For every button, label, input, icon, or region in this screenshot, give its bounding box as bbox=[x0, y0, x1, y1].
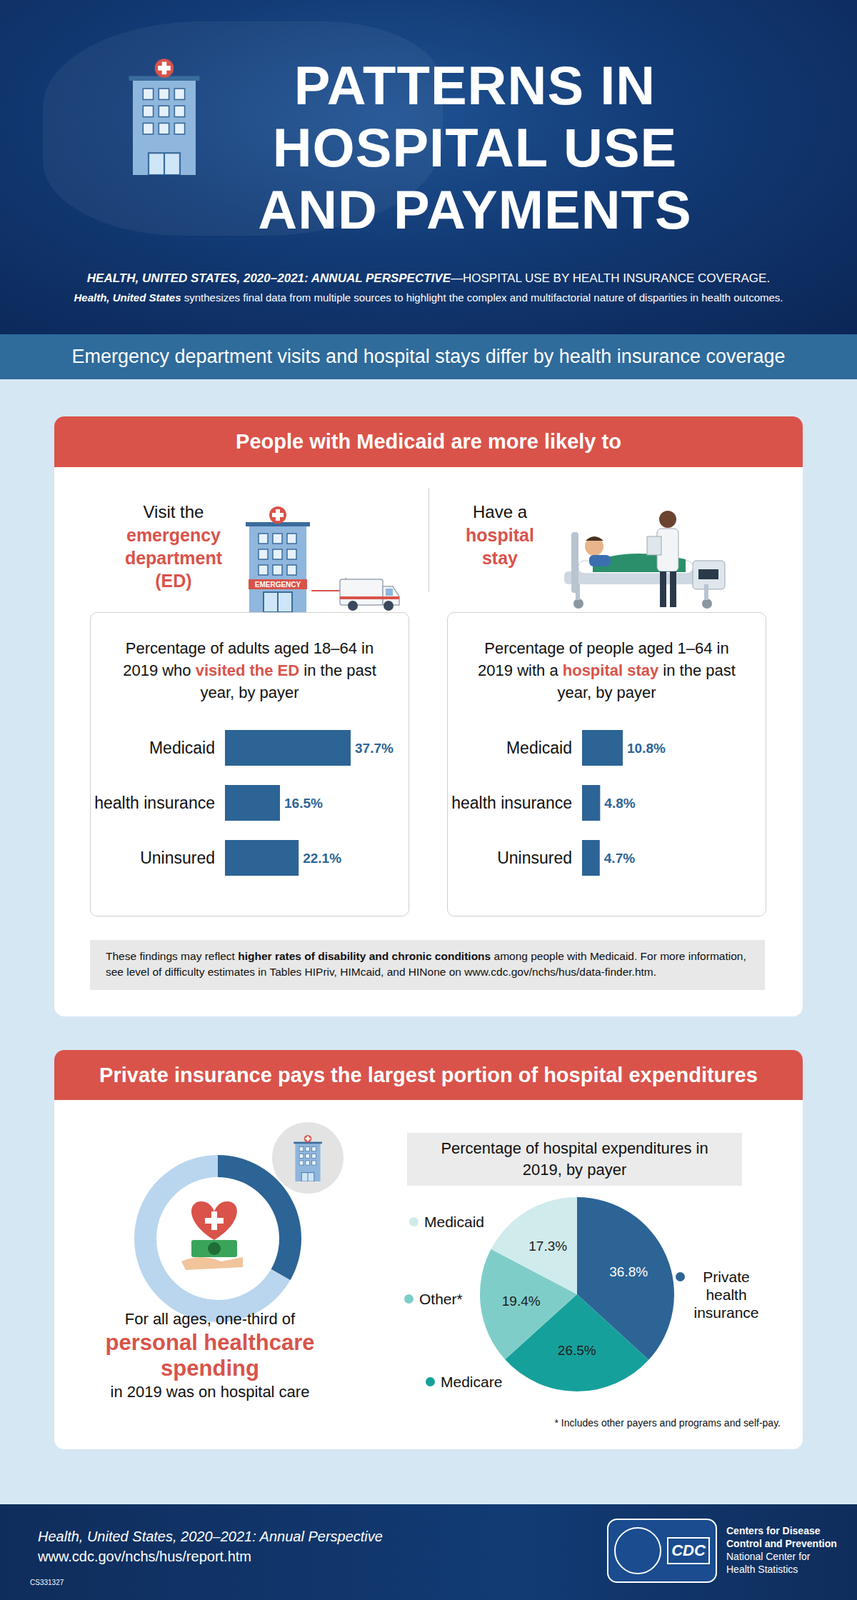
svg-text:Private health insurance: Private health insurance bbox=[90, 793, 215, 813]
html-text:CDC: CDC bbox=[671, 1541, 706, 1560]
html-text:HEALTH, UNITED STATES, 2020–20: HEALTH, UNITED STATES, 2020–2021: ANNUAL… bbox=[86, 271, 771, 285]
svg-text:22.1%: 22.1% bbox=[302, 850, 342, 866]
html-text:personal healthcare spending: personal healthcare spending bbox=[105, 1329, 315, 1381]
html-text:These findings may reflect hig: These findings may reflect higher rates … bbox=[105, 949, 747, 978]
html-text:Visit the: Visit the bbox=[143, 502, 204, 522]
html-text:hospital stay: hospital stay bbox=[465, 524, 535, 568]
svg-text:36.8%: 36.8% bbox=[609, 1264, 648, 1280]
svg-text:Medicaid: Medicaid bbox=[506, 738, 573, 758]
html-text:Private insurance pays the lar: Private insurance pays the largest porti… bbox=[99, 1063, 758, 1086]
html-text:in 2019 was on hospital care: in 2019 was on hospital care bbox=[110, 1382, 310, 1401]
svg-text:Uninsured: Uninsured bbox=[497, 848, 573, 867]
svg-text:37.7%: 37.7% bbox=[354, 740, 394, 756]
html-text:Medicare: Medicare bbox=[440, 1373, 503, 1390]
html-text:www.cdc.gov/nchs/hus/report.ht: www.cdc.gov/nchs/hus/report.htm bbox=[37, 1548, 252, 1565]
svg-text:Private health insurance: Private health insurance bbox=[447, 793, 573, 813]
html-text:Control and Prevention: Control and Prevention bbox=[726, 1537, 837, 1550]
html-text:Health Statistics: Health Statistics bbox=[726, 1563, 799, 1575]
svg-text:4.7%: 4.7% bbox=[604, 850, 635, 866]
svg-text:26.5%: 26.5% bbox=[557, 1342, 597, 1358]
html-text:emergency department (ED): emergency department (ED) bbox=[124, 524, 223, 591]
svg-text:17.3%: 17.3% bbox=[528, 1238, 568, 1254]
html-text:Emergency department visits an: Emergency department visits and hospital… bbox=[71, 345, 786, 368]
html-text:CS331327: CS331327 bbox=[29, 1578, 64, 1587]
html-text:People with Medicaid are more: People with Medicaid are more likely to bbox=[235, 429, 622, 453]
html-text:Percentage of people aged 1–64: Percentage of people aged 1–64 in 2019 w… bbox=[477, 639, 736, 702]
html-text:Have a: Have a bbox=[472, 502, 528, 522]
svg-text:Uninsured: Uninsured bbox=[139, 848, 215, 867]
svg-text:19.4%: 19.4% bbox=[502, 1293, 541, 1309]
svg-text:10.8%: 10.8% bbox=[627, 740, 666, 756]
html-text:Health, United States, 2020–20: Health, United States, 2020–2021: Annual… bbox=[37, 1528, 383, 1545]
html-text:* Includes other payers and pr: * Includes other payers and programs and… bbox=[554, 1416, 781, 1429]
svg-text:4.8%: 4.8% bbox=[604, 795, 635, 811]
html-text:Medicaid: Medicaid bbox=[424, 1213, 485, 1230]
html-text:Private health insurance: Private health insurance bbox=[693, 1268, 759, 1321]
html-text:Other*: Other* bbox=[419, 1290, 463, 1307]
html-text:Percentage of hospital expendi: Percentage of hospital expenditures in 2… bbox=[440, 1139, 709, 1179]
svg-text:16.5%: 16.5% bbox=[284, 795, 323, 811]
html-text:PATTERNS IN: PATTERNS IN bbox=[294, 54, 656, 116]
html-text:Percentage of adults aged 18–6: Percentage of adults aged 18–64 in 2019 … bbox=[122, 639, 377, 702]
html-text:AND PAYMENTS: AND PAYMENTS bbox=[258, 179, 692, 240]
html-text:HOSPITAL USE: HOSPITAL USE bbox=[272, 117, 678, 178]
html-text:Centers for Disease: Centers for Disease bbox=[726, 1524, 821, 1537]
svg-text:Medicaid: Medicaid bbox=[149, 738, 215, 758]
svg-text:EMERGENCY: EMERGENCY bbox=[254, 580, 302, 589]
html-text:National Center for: National Center for bbox=[726, 1550, 811, 1562]
html-text:Health, United States synthesi: Health, United States synthesizes final … bbox=[73, 291, 784, 304]
html-text:For all ages, one-third of: For all ages, one-third of bbox=[124, 1309, 296, 1328]
